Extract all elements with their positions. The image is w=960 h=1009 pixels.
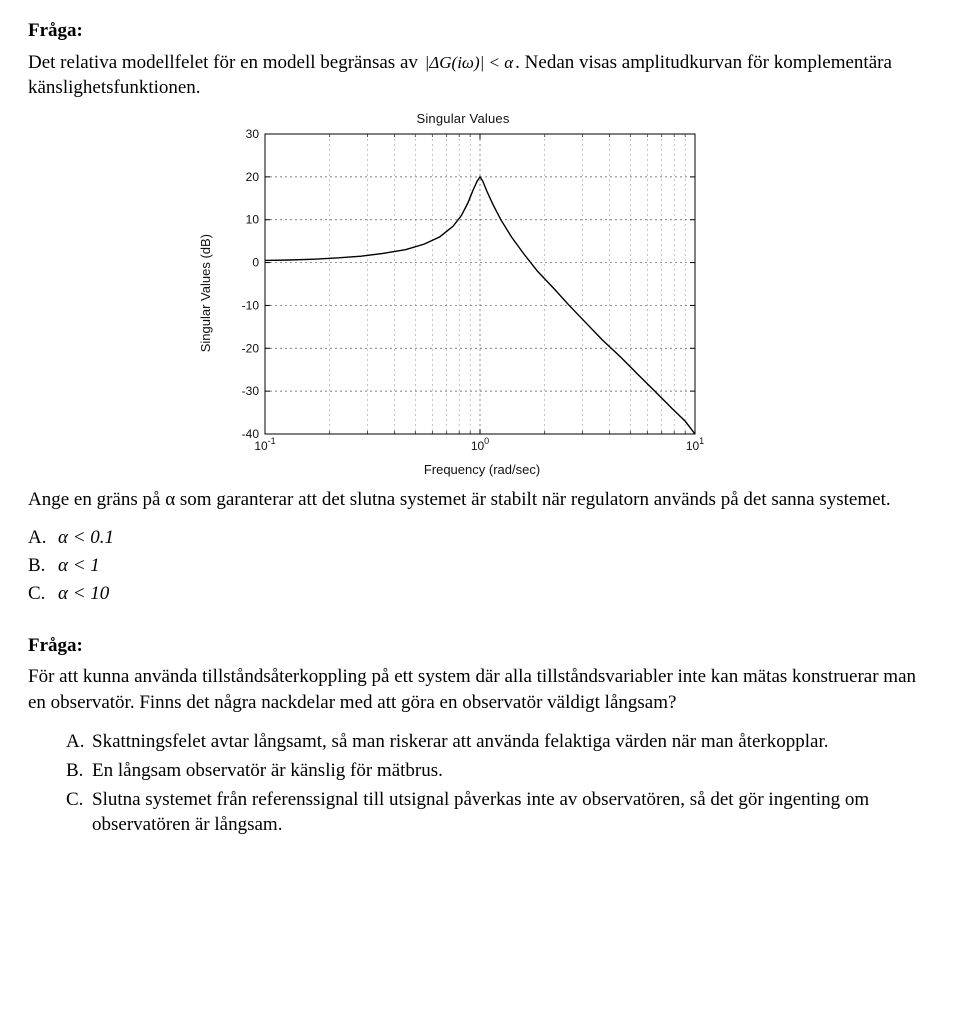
q1-option-c: C. α < 10 — [28, 583, 932, 605]
q1-after-chart: Ange en gräns på α som garanterar att de… — [28, 487, 932, 513]
q2-options: A. Skattningsfelet avtar långsamt, så ma… — [66, 729, 932, 838]
chart-title: Singular Values — [198, 111, 728, 126]
q1-option-a: A. α < 0.1 — [28, 527, 932, 549]
chart-xlabel: Frequency (rad/sec) — [236, 462, 728, 477]
svg-text:10-1: 10-1 — [254, 436, 275, 453]
svg-text:0: 0 — [252, 255, 259, 269]
q1-after-pre: Ange en gräns på — [28, 489, 165, 510]
option-letter: B. — [28, 555, 58, 577]
q1-intro: Det relativa modellfelet för en modell b… — [28, 50, 932, 101]
svg-text:20: 20 — [246, 170, 260, 184]
option-letter: A. — [28, 527, 58, 549]
q1-heading: Fråga: — [28, 18, 932, 44]
q2-option-a: A. Skattningsfelet avtar långsamt, så ma… — [66, 729, 932, 755]
svg-text:30: 30 — [246, 128, 260, 141]
q1-after-post: som garanterar att det slutna systemet ä… — [180, 489, 891, 510]
q1-options: A. α < 0.1 B. α < 1 C. α < 10 — [28, 527, 932, 605]
svg-text:101: 101 — [686, 436, 704, 453]
option-text: α < 0.1 — [58, 527, 114, 549]
singular-values-chart: Singular Values Singular Values (dB) -40… — [198, 111, 728, 477]
q1-option-b: B. α < 1 — [28, 555, 932, 577]
option-text: α < 1 — [58, 555, 100, 577]
chart-svg: -40-30-20-10010203010-1100101 — [219, 128, 715, 458]
chart-ylabel: Singular Values (dB) — [198, 234, 213, 352]
q1-formula: |ΔG(iω)| < α — [423, 53, 516, 72]
option-letter: C. — [28, 583, 58, 605]
q2-intro: För att kunna använda tillståndsåterkopp… — [28, 664, 932, 715]
svg-text:10: 10 — [246, 213, 260, 227]
option-letter: B. — [66, 758, 92, 784]
q1-intro-pre: Det relativa modellfelet för en modell b… — [28, 52, 423, 73]
option-letter: C. — [66, 787, 92, 838]
option-text: En långsam observatör är känslig för mät… — [92, 758, 932, 784]
q2-option-b: B. En långsam observatör är känslig för … — [66, 758, 932, 784]
alpha-symbol: α — [165, 489, 175, 510]
q2-heading: Fråga: — [28, 633, 932, 659]
option-text: α < 10 — [58, 583, 109, 605]
option-text: Slutna systemet från referenssignal till… — [92, 787, 932, 838]
svg-text:-10: -10 — [242, 298, 260, 312]
option-text: Skattningsfelet avtar långsamt, så man r… — [92, 729, 932, 755]
q2-option-c: C. Slutna systemet från referenssignal t… — [66, 787, 932, 838]
option-letter: A. — [66, 729, 92, 755]
svg-text:100: 100 — [471, 436, 489, 453]
svg-text:-20: -20 — [242, 341, 260, 355]
svg-text:-30: -30 — [242, 384, 260, 398]
